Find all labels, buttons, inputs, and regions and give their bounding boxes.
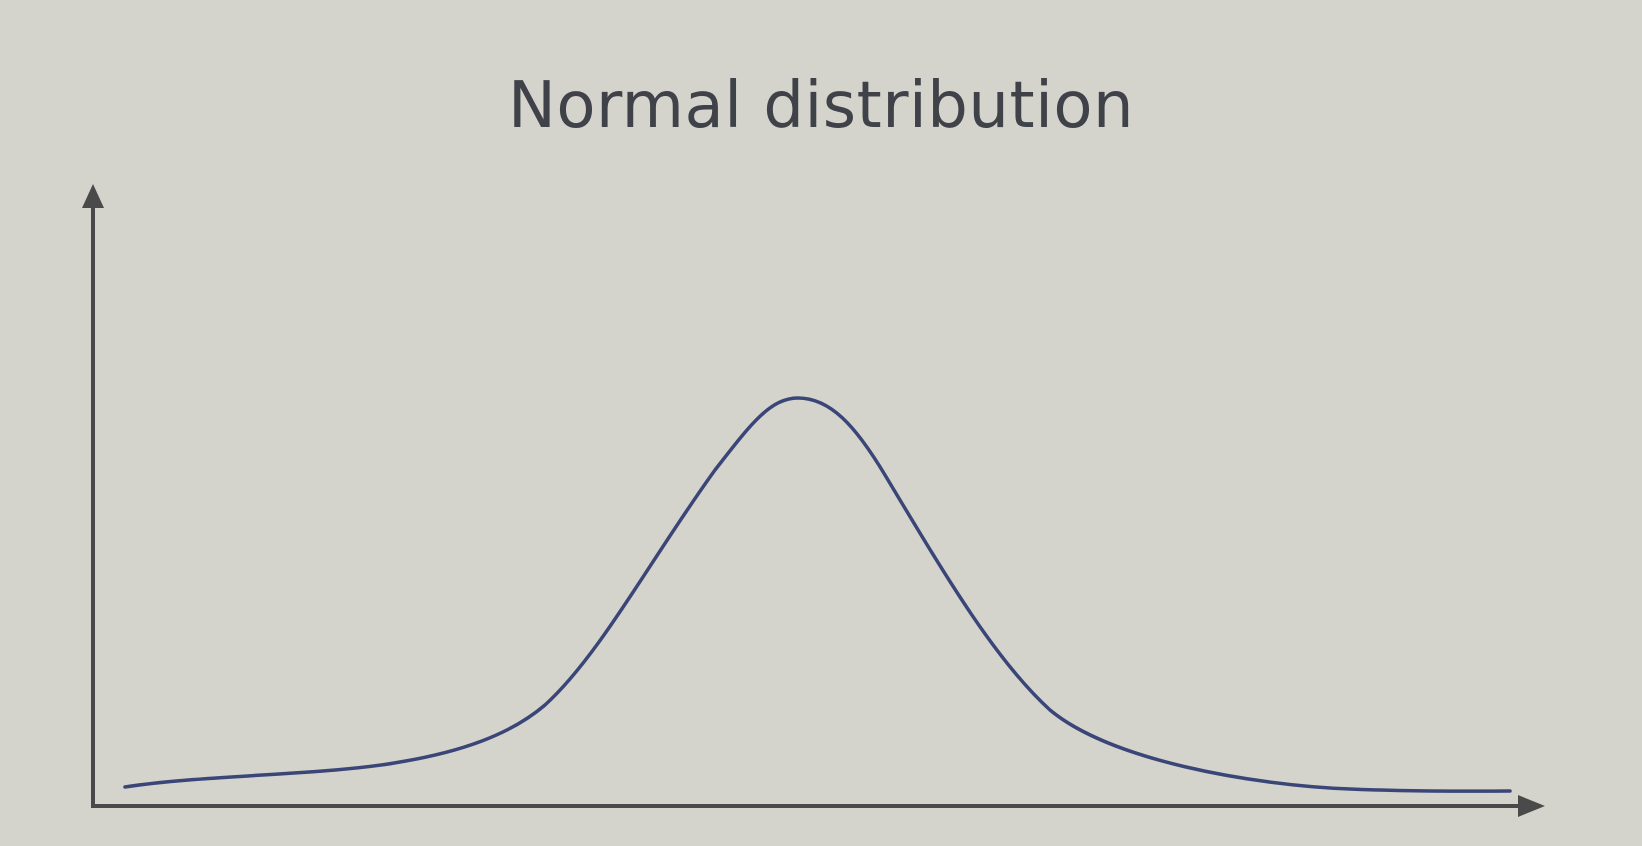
slide-title: Normal distribution — [507, 69, 1135, 143]
x-axis-arrowhead — [1518, 795, 1545, 817]
bell-curve — [123, 396, 1512, 793]
y-axis-arrowhead — [82, 184, 104, 208]
